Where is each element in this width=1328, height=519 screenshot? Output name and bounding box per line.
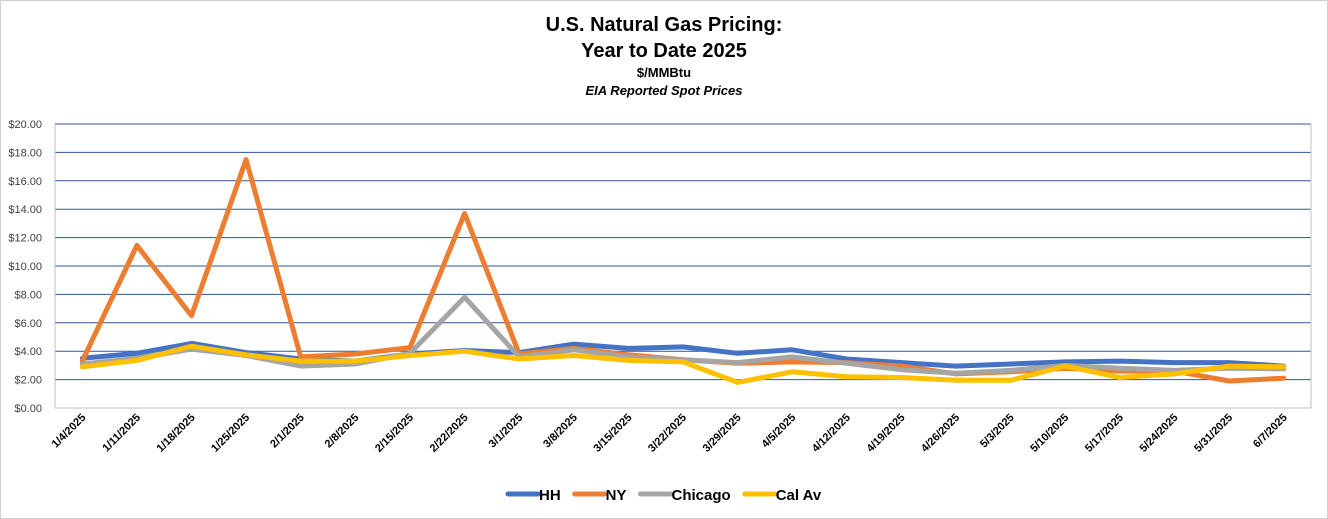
gridlines (54, 123, 1312, 409)
x-tick-label: 3/1/2025 (487, 412, 526, 451)
chart-titles: U.S. Natural Gas Pricing: Year to Date 2… (0, 12, 1328, 100)
legend-item-ny: NY (572, 487, 627, 504)
y-tick-label: $2.00 (14, 375, 42, 387)
legend-label: HH (539, 487, 561, 504)
x-tick-label: 4/5/2025 (760, 412, 799, 451)
y-tick-label: $8.00 (14, 289, 42, 301)
x-tick-label: 6/7/2025 (1251, 412, 1290, 451)
x-tick-label: 1/4/2025 (50, 412, 89, 451)
x-axis-ticks: 1/4/2025 1/11/2025 1/18/2025 1/25/2025 2/1/2… (50, 412, 1290, 455)
legend-item-chicago: Chicago (638, 487, 731, 504)
x-tick-label: 4/19/2025 (864, 412, 907, 455)
legend-label: NY (606, 487, 627, 504)
x-tick-label: 1/25/2025 (209, 412, 252, 455)
chart-title-line2: Year to Date 2025 (581, 40, 747, 62)
x-tick-label: 3/22/2025 (646, 412, 689, 455)
legend-item-hh: HH (505, 487, 561, 504)
x-tick-label: 5/24/2025 (1138, 412, 1181, 455)
y-tick-label: $6.00 (14, 318, 42, 330)
x-tick-label: 2/15/2025 (373, 412, 416, 455)
x-tick-label: 4/12/2025 (810, 412, 853, 455)
series-lines (79, 157, 1287, 385)
x-tick-label: 5/17/2025 (1083, 412, 1126, 455)
x-tick-label: 2/8/2025 (323, 412, 362, 451)
y-tick-label: $4.00 (14, 346, 42, 358)
y-tick-label: $20.00 (8, 119, 42, 131)
y-tick-label: $14.00 (8, 204, 42, 216)
chart-unit: $/MMBtu (636, 65, 692, 80)
legend-item-cal-av: Cal Av (742, 487, 822, 504)
series-line-cal-av (79, 343, 1287, 385)
chart-subtitle: EIA Reported Spot Prices (585, 83, 743, 98)
x-tick-label: 1/18/2025 (155, 412, 198, 455)
y-tick-label: $10.00 (8, 261, 42, 273)
y-axis-ticks: $0.00 $2.00 $4.00 $6.00 $8.00 $10.00 $12.00 $14… (8, 119, 42, 415)
legend: HH NY Chicago Cal Av (505, 487, 822, 504)
chart-title: U.S. Natural Gas Pricing: (545, 14, 783, 36)
legend-label: Cal Av (776, 487, 822, 504)
x-tick-label: 3/8/2025 (541, 412, 580, 451)
y-tick-label: $0.00 (14, 403, 42, 415)
y-tick-label: $16.00 (8, 176, 42, 188)
x-tick-label: 5/10/2025 (1028, 412, 1071, 455)
y-tick-label: $12.00 (8, 233, 42, 245)
x-tick-label: 3/15/2025 (591, 412, 634, 455)
legend-label: Chicago (672, 487, 731, 504)
x-tick-label: 3/29/2025 (701, 412, 744, 455)
x-tick-label: 2/22/2025 (428, 412, 471, 455)
x-tick-label: 4/26/2025 (919, 412, 962, 455)
x-tick-label: 5/3/2025 (978, 412, 1017, 451)
x-tick-label: 5/31/2025 (1192, 412, 1235, 455)
x-tick-label: 2/1/2025 (268, 412, 307, 451)
x-tick-label: 1/11/2025 (100, 412, 143, 455)
y-tick-label: $18.00 (8, 147, 42, 159)
